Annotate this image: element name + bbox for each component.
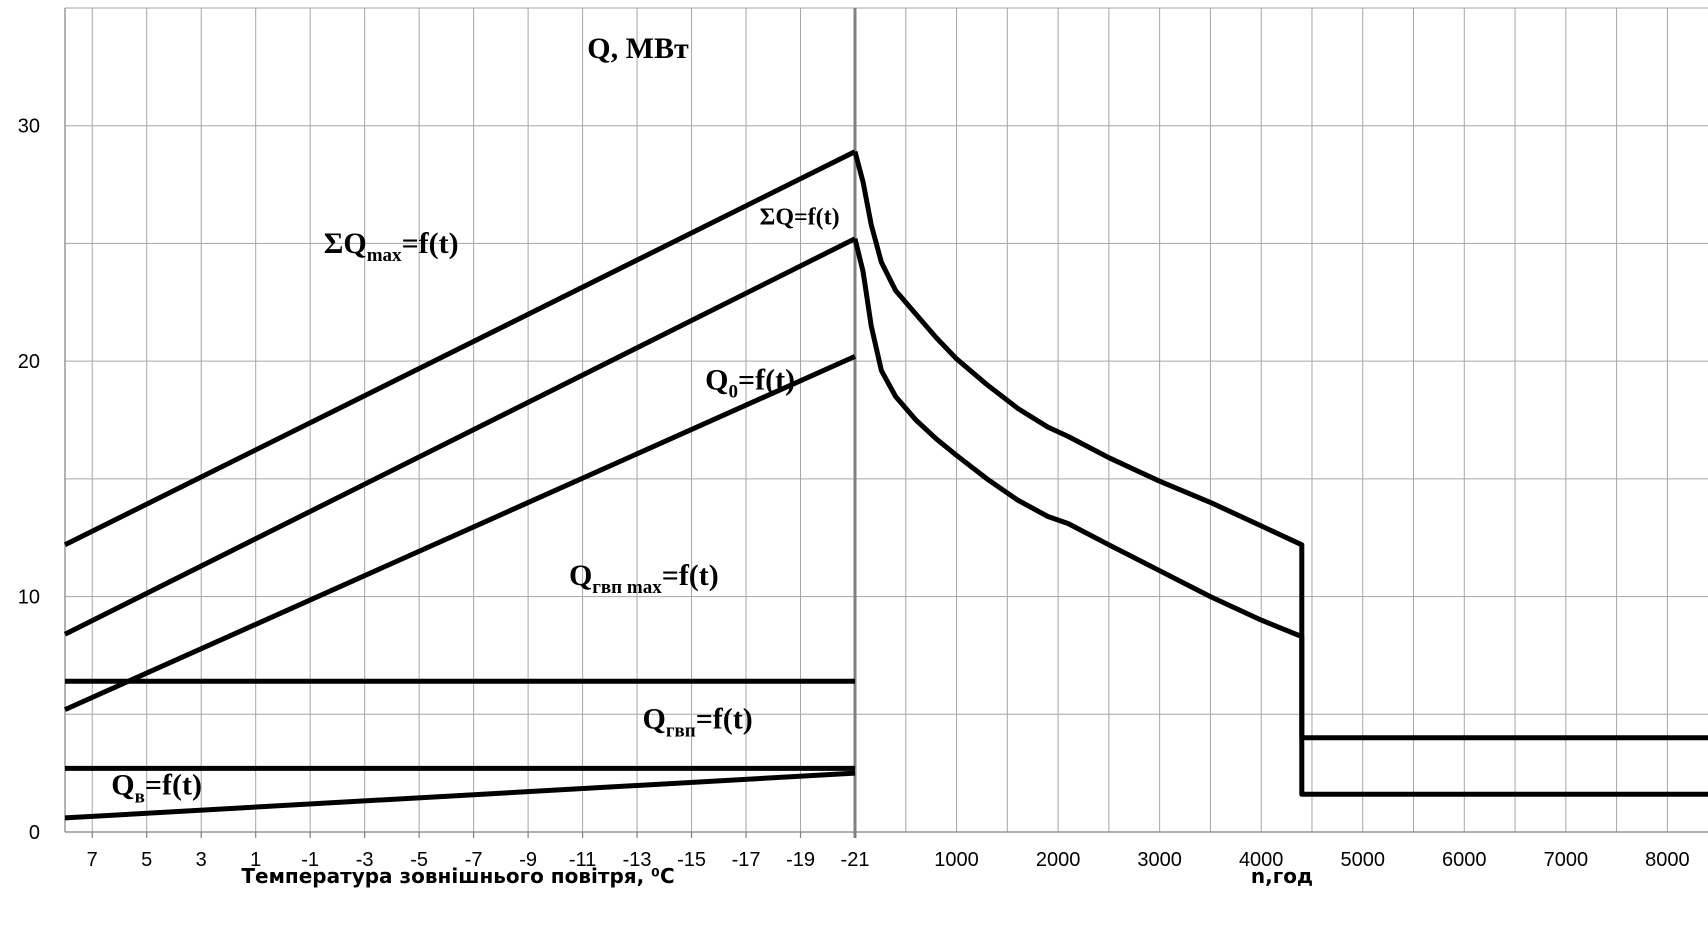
x-tick-label-right: 8000 [1645,849,1690,871]
x-tick-label-left: 1 [250,849,261,871]
x-tick-label-left: -13 [623,849,652,871]
series-layer [63,149,1708,821]
right-x-axis-label: n,год [1251,864,1313,888]
series-annotation: Qгвп max=f(t) [569,559,719,598]
chart-title: Q, МВт [587,32,689,65]
series-annotation: Q0=f(t) [705,363,795,402]
x-tick-label-left: -19 [786,849,815,871]
grid [64,7,1708,838]
right-series-line-1 [852,238,1708,797]
x-tick-label-right: 7000 [1544,849,1589,871]
x-tick-label-right: 5000 [1340,849,1385,871]
x-tick-label-left: -15 [677,849,706,871]
series-annotation: Qв=f(t) [111,768,202,807]
series-annotation: ΣQmax=f(t) [324,227,459,266]
x-tick-label-right: 1000 [934,849,979,871]
left-x-axis-label: Температура зовнішнього повітря, ⁰C [241,864,674,888]
left-series-line-2 [63,354,857,712]
x-tick-label-right: 4000 [1239,849,1284,871]
x-tick-label-left: 7 [87,849,98,871]
y-tick-label: 10 [18,587,40,609]
x-tick-label-left: 3 [196,849,207,871]
x-tick-label-right: 6000 [1442,849,1487,871]
left-series-line-0 [63,149,857,548]
y-tick-label: 20 [18,351,40,373]
y-tick-label: 30 [18,116,40,138]
left-series-line-5 [64,770,856,821]
y-tick-label: 0 [29,822,40,844]
right-series-line-0 [852,150,1708,741]
series-annotation: ΣQ=f(t) [760,205,840,231]
x-tick-label-right: 2000 [1036,849,1081,871]
x-tick-label-left: -1 [301,849,319,871]
x-tick-label-left: -9 [519,849,537,871]
x-tick-label-left: -21 [841,849,870,871]
x-tick-label-right: 3000 [1137,849,1182,871]
x-tick-label-left: -7 [465,849,483,871]
series-annotation: Qгвп=f(t) [643,702,753,741]
left-series-line-1 [63,236,857,637]
x-tick-label-left: -5 [410,849,428,871]
label-layer: Q, МВт Температура зовнішнього повітря, … [18,32,1690,888]
x-tick-label-left: 5 [141,849,152,871]
x-tick-label-left: -17 [732,849,761,871]
x-tick-label-left: -11 [569,849,596,871]
x-tick-label-left: -3 [356,849,374,871]
